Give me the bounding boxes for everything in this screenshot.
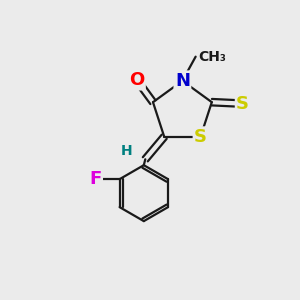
Text: S: S bbox=[236, 94, 249, 112]
Text: N: N bbox=[175, 72, 190, 90]
Text: S: S bbox=[194, 128, 207, 146]
Text: O: O bbox=[129, 71, 144, 89]
Text: F: F bbox=[89, 170, 102, 188]
Text: CH₃: CH₃ bbox=[199, 50, 226, 64]
Text: H: H bbox=[121, 144, 133, 158]
